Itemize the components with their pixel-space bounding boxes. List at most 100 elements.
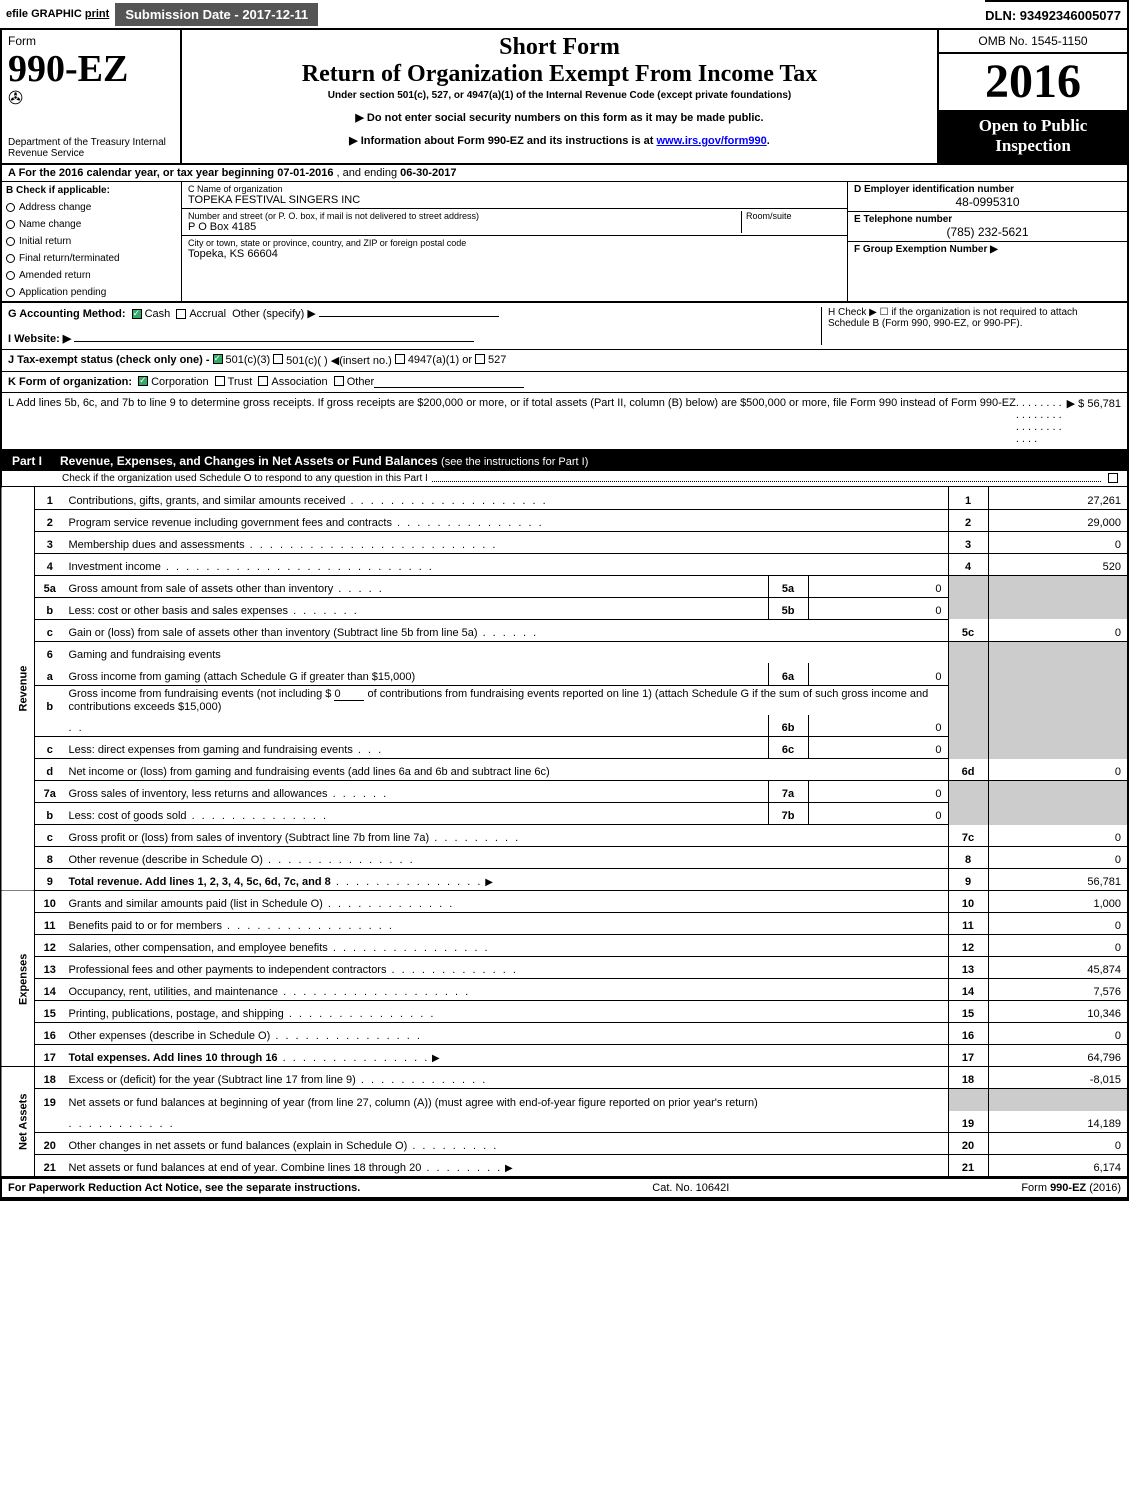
amt-7c: 0: [988, 825, 1128, 847]
tax-year: 2016: [939, 54, 1127, 110]
room-label: Room/suite: [746, 211, 841, 221]
chk-association[interactable]: [258, 376, 268, 386]
amt-11: 0: [988, 913, 1128, 935]
part1-table: Revenue 1 Contributions, gifts, grants, …: [0, 487, 1129, 1177]
chk-schedo[interactable]: [1108, 473, 1118, 483]
dln: DLN: 93492346005077: [985, 0, 1129, 28]
j-label: J Tax-exempt status (check only one) -: [8, 354, 210, 367]
line-14: 14 Occupancy, rent, utilities, and maint…: [1, 979, 1128, 1001]
amt-2: 29,000: [988, 509, 1128, 531]
period-mid: , and ending: [337, 167, 401, 179]
city-label: City or town, state or province, country…: [188, 238, 841, 248]
amt-8: 0: [988, 847, 1128, 869]
city: Topeka, KS 66604: [188, 248, 841, 260]
line-19b: . . . . . . . . . . . 19 14,189: [1, 1111, 1128, 1133]
amt-14: 7,576: [988, 979, 1128, 1001]
circle-icon: [6, 237, 15, 246]
subamt-5a: 0: [808, 575, 948, 597]
line-6: 6 Gaming and fundraising events: [1, 641, 1128, 663]
chk-name-change[interactable]: Name change: [2, 216, 181, 233]
amt-17: 64,796: [988, 1045, 1128, 1067]
line-3: 3 Membership dues and assessments . . . …: [1, 531, 1128, 553]
line-5a: 5a Gross amount from sale of assets othe…: [1, 575, 1128, 597]
h-schedule-b: H Check ▶ ☐ if the organization is not r…: [821, 307, 1121, 345]
period-begin: 07-01-2016: [277, 167, 333, 179]
header-right: OMB No. 1545-1150 2016 Open to Public In…: [937, 30, 1127, 163]
irs-link[interactable]: www.irs.gov/form990: [657, 135, 767, 147]
row-g-h: G Accounting Method: Cash Accrual Other …: [0, 303, 1129, 350]
chk-4947[interactable]: [395, 354, 405, 364]
other-specify-line: [319, 316, 499, 317]
subamt-7a: 0: [808, 781, 948, 803]
subtitle: Under section 501(c), 527, or 4947(a)(1)…: [190, 90, 929, 101]
circle-icon: [6, 254, 15, 263]
circle-icon: [6, 220, 15, 229]
address: P O Box 4185: [188, 221, 741, 233]
line-1: Revenue 1 Contributions, gifts, grants, …: [1, 487, 1128, 509]
revenue-label: Revenue: [1, 487, 35, 891]
chk-527[interactable]: [475, 354, 485, 364]
chk-application-pending[interactable]: Application pending: [2, 284, 181, 301]
line-10: Expenses 10 Grants and similar amounts p…: [1, 891, 1128, 913]
amt-19: 14,189: [988, 1111, 1128, 1133]
ein-cell: D Employer identification number 48-0995…: [848, 182, 1127, 212]
efile-link[interactable]: efile GRAPHIC print: [0, 8, 115, 20]
subamt-6c: 0: [808, 737, 948, 759]
c-label: C Name of organization: [188, 184, 841, 194]
schedo-row: Check if the organization used Schedule …: [0, 471, 1129, 487]
line-21: 21 Net assets or fund balances at end of…: [1, 1155, 1128, 1177]
line-20: 20 Other changes in net assets or fund b…: [1, 1133, 1128, 1155]
ein: 48-0995310: [854, 195, 1121, 209]
chk-initial-return[interactable]: Initial return: [2, 233, 181, 250]
circle-icon: [6, 203, 15, 212]
circle-icon: [6, 271, 15, 280]
note-info: ▶ Information about Form 990-EZ and its …: [190, 134, 929, 147]
row-k: K Form of organization: Corporation Trus…: [0, 372, 1129, 393]
form-ref: Form 990-EZ (2016): [1021, 1182, 1121, 1194]
chk-address-change[interactable]: Address change: [2, 199, 181, 216]
header-left: Form 990-EZ ✇ Department of the Treasury…: [2, 30, 182, 163]
k-label: K Form of organization:: [8, 376, 132, 388]
line-8: 8 Other revenue (describe in Schedule O)…: [1, 847, 1128, 869]
city-cell: City or town, state or province, country…: [182, 236, 847, 262]
e-label: E Telephone number: [854, 214, 1121, 225]
line-15: 15 Printing, publications, postage, and …: [1, 1001, 1128, 1023]
print-link[interactable]: print: [85, 8, 109, 20]
l-text: L Add lines 5b, 6c, and 7b to line 9 to …: [8, 397, 1016, 445]
line-16: 16 Other expenses (describe in Schedule …: [1, 1023, 1128, 1045]
chk-501c3[interactable]: [213, 354, 223, 364]
chk-accrual[interactable]: [176, 309, 186, 319]
chk-501c[interactable]: [273, 354, 283, 364]
phone-cell: E Telephone number (785) 232-5621: [848, 212, 1127, 242]
chk-final-return[interactable]: Final return/terminated: [2, 250, 181, 267]
chk-corporation[interactable]: [138, 376, 148, 386]
line-19a: 19 Net assets or fund balances at beginn…: [1, 1089, 1128, 1111]
row-j: J Tax-exempt status (check only one) - 5…: [0, 350, 1129, 372]
chk-amended-return[interactable]: Amended return: [2, 267, 181, 284]
amt-5c: 0: [988, 619, 1128, 641]
chk-cash[interactable]: [132, 309, 142, 319]
open-to-public: Open to Public Inspection: [939, 110, 1127, 163]
line-7a: 7a Gross sales of inventory, less return…: [1, 781, 1128, 803]
part1-title: Revenue, Expenses, and Changes in Net As…: [52, 451, 596, 471]
line-12: 12 Salaries, other compensation, and emp…: [1, 935, 1128, 957]
amt-13: 45,874: [988, 957, 1128, 979]
chk-trust[interactable]: [215, 376, 225, 386]
expenses-label: Expenses: [1, 891, 35, 1067]
form-label: Form: [8, 34, 174, 48]
entity-block: B Check if applicable: Address change Na…: [0, 182, 1129, 303]
g-accounting: G Accounting Method: Cash Accrual Other …: [8, 307, 815, 345]
amt-6d: 0: [988, 759, 1128, 781]
cat-no: Cat. No. 10642I: [360, 1182, 1021, 1194]
schedo-text: Check if the organization used Schedule …: [62, 473, 428, 484]
line-5c: c Gain or (loss) from sale of assets oth…: [1, 619, 1128, 641]
period-row: A For the 2016 calendar year, or tax yea…: [0, 165, 1129, 182]
top-bar: efile GRAPHIC print Submission Date - 20…: [0, 0, 1129, 28]
period-label: A For the 2016 calendar year, or tax yea…: [8, 167, 277, 179]
line-13: 13 Professional fees and other payments …: [1, 957, 1128, 979]
amt-16: 0: [988, 1023, 1128, 1045]
chk-other-org[interactable]: [334, 376, 344, 386]
amt-4: 520: [988, 553, 1128, 575]
line-6c: c Less: direct expenses from gaming and …: [1, 737, 1128, 759]
line-6b-2: . . 6b 0: [1, 715, 1128, 737]
